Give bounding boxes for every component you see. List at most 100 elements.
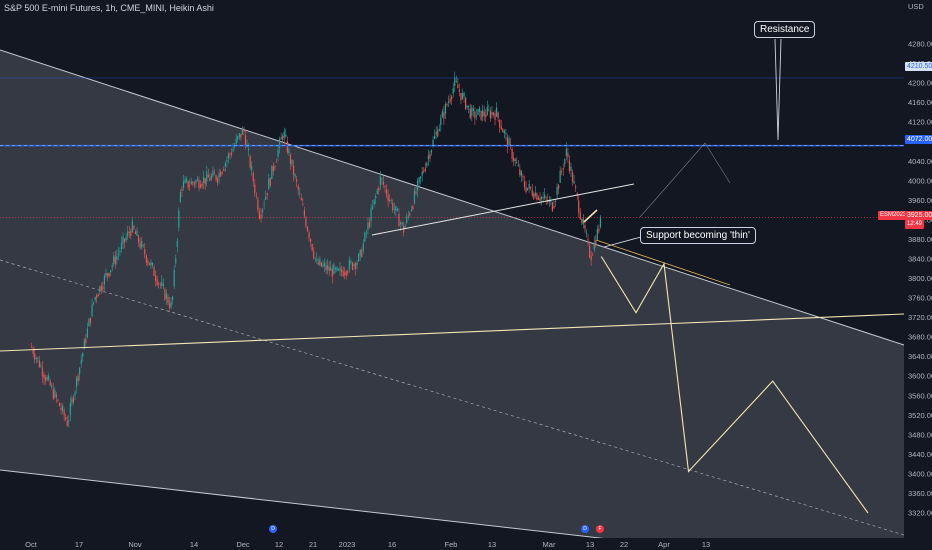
candle-body <box>55 394 57 398</box>
candle-body <box>592 254 594 256</box>
x-tick-label: Apr <box>658 540 670 549</box>
y-tick-label: 3760.00 <box>908 294 932 303</box>
candle-body <box>373 199 375 205</box>
candle-body <box>145 255 147 263</box>
candle-body <box>99 286 101 293</box>
candle-body <box>385 189 388 195</box>
candle-body <box>114 257 116 265</box>
candle-body <box>533 193 535 200</box>
candle-body <box>345 271 347 276</box>
x-tick-label: 14 <box>190 540 198 549</box>
candle-body <box>593 242 595 250</box>
channel-lower-line[interactable] <box>0 469 706 550</box>
candle-body <box>221 172 223 173</box>
candle-body <box>375 195 377 199</box>
candle-body <box>404 225 406 229</box>
projection-path[interactable] <box>600 256 869 514</box>
x-tick-label: Oct <box>25 540 38 549</box>
candle-body <box>308 232 310 239</box>
rising-support-line[interactable] <box>371 183 635 236</box>
price-axis-panel[interactable] <box>904 0 932 550</box>
candle-body <box>128 231 130 233</box>
candle-body <box>69 403 71 416</box>
candle-body <box>438 128 440 131</box>
candle-body <box>156 279 158 286</box>
candle-body <box>500 126 502 130</box>
candle-body <box>508 138 510 147</box>
candle-body <box>389 199 391 201</box>
candle-body <box>131 220 133 232</box>
candle-body <box>100 285 102 291</box>
candle-body <box>261 209 264 213</box>
candle-body <box>120 242 123 249</box>
candle-body <box>209 177 211 181</box>
candle-body <box>465 97 467 110</box>
resistance-callout[interactable]: Resistance <box>754 21 816 38</box>
x-tick-label: 13 <box>488 540 496 549</box>
candle-body <box>434 135 436 139</box>
support-callout[interactable]: Support becoming 'thin' <box>640 227 756 244</box>
dividend-event-icon[interactable]: D <box>269 525 277 533</box>
y-tick-label: 3320.00 <box>908 509 932 518</box>
candle-body <box>38 360 40 368</box>
candle-body <box>32 348 34 354</box>
candle-body <box>142 245 144 246</box>
candle-body <box>368 222 371 227</box>
candle-body <box>358 254 360 262</box>
candle-body <box>554 201 557 202</box>
candle-body <box>381 178 383 180</box>
candle-body <box>551 202 553 212</box>
dividend-event-icon[interactable]: D <box>581 525 589 533</box>
candle-body <box>458 89 460 92</box>
long-support-line[interactable] <box>0 313 905 352</box>
channel-upper-line[interactable] <box>0 49 905 346</box>
candle-body <box>398 213 400 227</box>
x-tick-label: Mar <box>543 540 556 549</box>
candle-body <box>277 149 279 157</box>
candle-body <box>502 129 504 133</box>
candle-body <box>79 367 81 375</box>
candle-body <box>103 275 106 285</box>
candle-body <box>161 281 163 286</box>
candle-body <box>449 98 451 102</box>
candle-body <box>215 175 217 181</box>
candle-body <box>320 262 323 267</box>
candle-body <box>136 230 138 236</box>
candle-body <box>396 208 398 211</box>
candle-body <box>260 214 262 219</box>
support-guide-line[interactable] <box>595 239 731 286</box>
candle-body <box>210 175 212 180</box>
candle-body <box>341 269 343 272</box>
candle-body <box>432 139 434 147</box>
candle-body <box>390 200 392 201</box>
earnings-event-icon[interactable]: F <box>596 525 604 533</box>
candle-body <box>364 232 366 242</box>
candle-body <box>579 212 581 220</box>
candle-body <box>395 205 397 211</box>
candle-body <box>77 375 79 382</box>
candle-body <box>471 107 473 117</box>
candle-body <box>133 226 135 229</box>
candle-body <box>412 206 414 210</box>
price-tag-last: 3925.00 <box>905 211 932 220</box>
support-callout-connector <box>603 236 642 248</box>
candle-body <box>170 301 172 308</box>
channel-midline[interactable] <box>0 259 905 536</box>
candle-body <box>441 111 443 118</box>
candle-body <box>203 177 205 183</box>
candle-body <box>565 148 567 156</box>
time-axis-panel[interactable] <box>0 538 904 550</box>
candle-body <box>477 109 479 115</box>
candle-body <box>74 392 76 396</box>
candle-body <box>519 169 521 176</box>
candle-body <box>105 273 107 277</box>
candle-body <box>466 105 468 108</box>
candle-body <box>57 399 59 401</box>
candle-body <box>314 257 316 259</box>
candle-body <box>342 271 344 277</box>
candle-body <box>387 194 389 201</box>
candle-body <box>463 93 465 97</box>
candle-body <box>220 171 222 177</box>
